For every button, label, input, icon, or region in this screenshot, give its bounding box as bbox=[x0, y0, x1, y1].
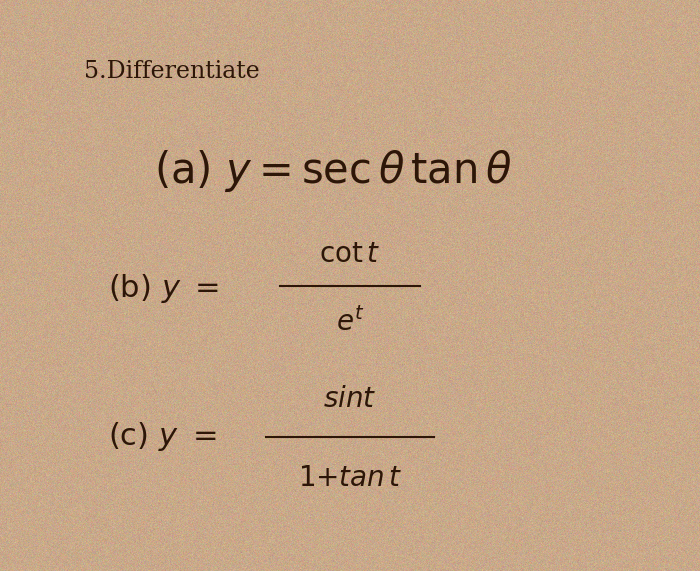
Text: $e^t$: $e^t$ bbox=[336, 308, 364, 337]
Text: $1{+}\mathit{tan}\,t$: $1{+}\mathit{tan}\,t$ bbox=[298, 465, 402, 492]
Text: $\mathrm{cot}\,t$: $\mathrm{cot}\,t$ bbox=[319, 240, 381, 268]
Text: $\mathrm{(c)}\ y\ =$: $\mathrm{(c)}\ y\ =$ bbox=[108, 420, 217, 453]
Text: $\mathrm{(a)}\ y = \sec\theta\,\tan\theta$: $\mathrm{(a)}\ y = \sec\theta\,\tan\thet… bbox=[154, 148, 512, 194]
Text: $\mathit{sint}$: $\mathit{sint}$ bbox=[323, 386, 377, 413]
Text: $\mathrm{(b)}\ y\ =$: $\mathrm{(b)}\ y\ =$ bbox=[108, 272, 220, 305]
Text: 5.Differentiate: 5.Differentiate bbox=[84, 60, 260, 83]
